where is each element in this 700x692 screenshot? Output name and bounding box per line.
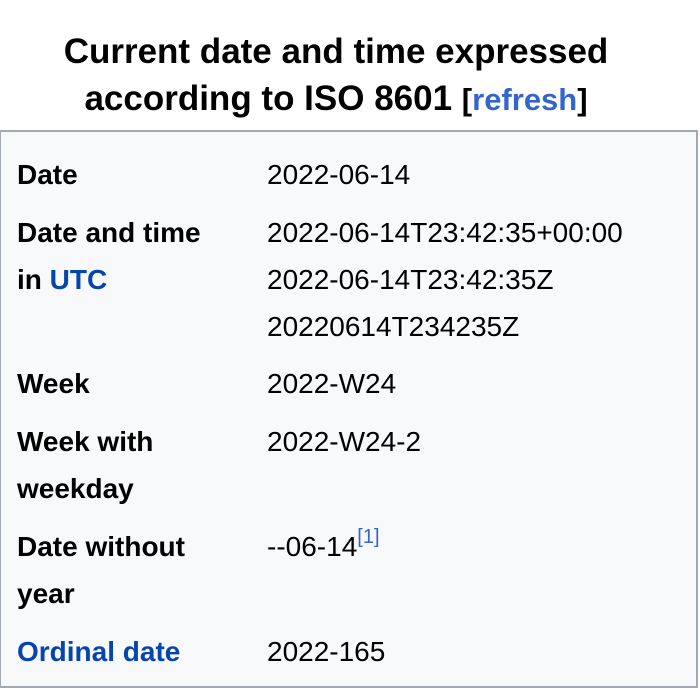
- row-datetime-label-line1: Date and time: [17, 217, 201, 248]
- row-date-no-year-label-line2: year: [17, 578, 75, 609]
- utc-link[interactable]: UTC: [49, 264, 108, 295]
- datetime-extended: 2022-06-14T23:42:35+00:00: [267, 217, 623, 248]
- row-datetime-label-line2: in UTC: [17, 256, 257, 303]
- row-date-value: 2022-06-14: [267, 159, 411, 190]
- row-datetime-label-prefix: in: [17, 264, 50, 295]
- row-date-no-year-label: Date without year: [17, 523, 257, 617]
- row-week-weekday-label-line1: Week with: [17, 426, 154, 457]
- caption-title-text: according to ISO 8601: [84, 79, 453, 118]
- refresh-open-bracket: [: [461, 82, 473, 117]
- reference-sup: [1]: [357, 526, 379, 548]
- row-week-weekday-value: 2022-W24-2: [267, 426, 422, 457]
- row-date-label: Date: [17, 159, 78, 190]
- refresh-close-bracket: ]: [577, 82, 588, 117]
- row-week-label: Week: [17, 368, 90, 399]
- datetime-basic: 20220614T234235Z: [267, 311, 520, 342]
- row-datetime-label: Date and time in UTC: [17, 209, 257, 303]
- refresh-wrapper: [refresh]: [462, 82, 588, 117]
- row-date-no-year-value: --06-14[1]: [267, 523, 380, 570]
- reference-link-1[interactable]: [1]: [357, 526, 380, 548]
- row-ordinal-value: 2022-165: [267, 636, 386, 667]
- row-week-weekday-label-line2: weekday: [17, 473, 134, 504]
- datetime-zulu: 2022-06-14T23:42:35Z: [267, 264, 554, 295]
- infobox-caption: Current date and time expressed accordin…: [0, 28, 672, 123]
- row-datetime-value: 2022-06-14T23:42:35+00:00 2022-06-14T23:…: [267, 209, 623, 350]
- row-week-weekday-label: Week with weekday: [17, 418, 257, 512]
- infobox-table: Date 2022-06-14 Date and time in UTC 202…: [0, 130, 698, 688]
- ordinal-date-link[interactable]: Ordinal date: [17, 636, 181, 667]
- caption-line-1: Current date and time expressed: [63, 32, 609, 71]
- row-ordinal-label: Ordinal date: [17, 628, 257, 675]
- row-date-no-year-label-line1: Date without: [17, 531, 185, 562]
- refresh-link[interactable]: refresh: [472, 82, 578, 117]
- row-week-value: 2022-W24: [267, 368, 397, 399]
- date-no-year-text: --06-14: [267, 531, 358, 562]
- caption-line-2: according to ISO 8601 [refresh]: [0, 75, 672, 123]
